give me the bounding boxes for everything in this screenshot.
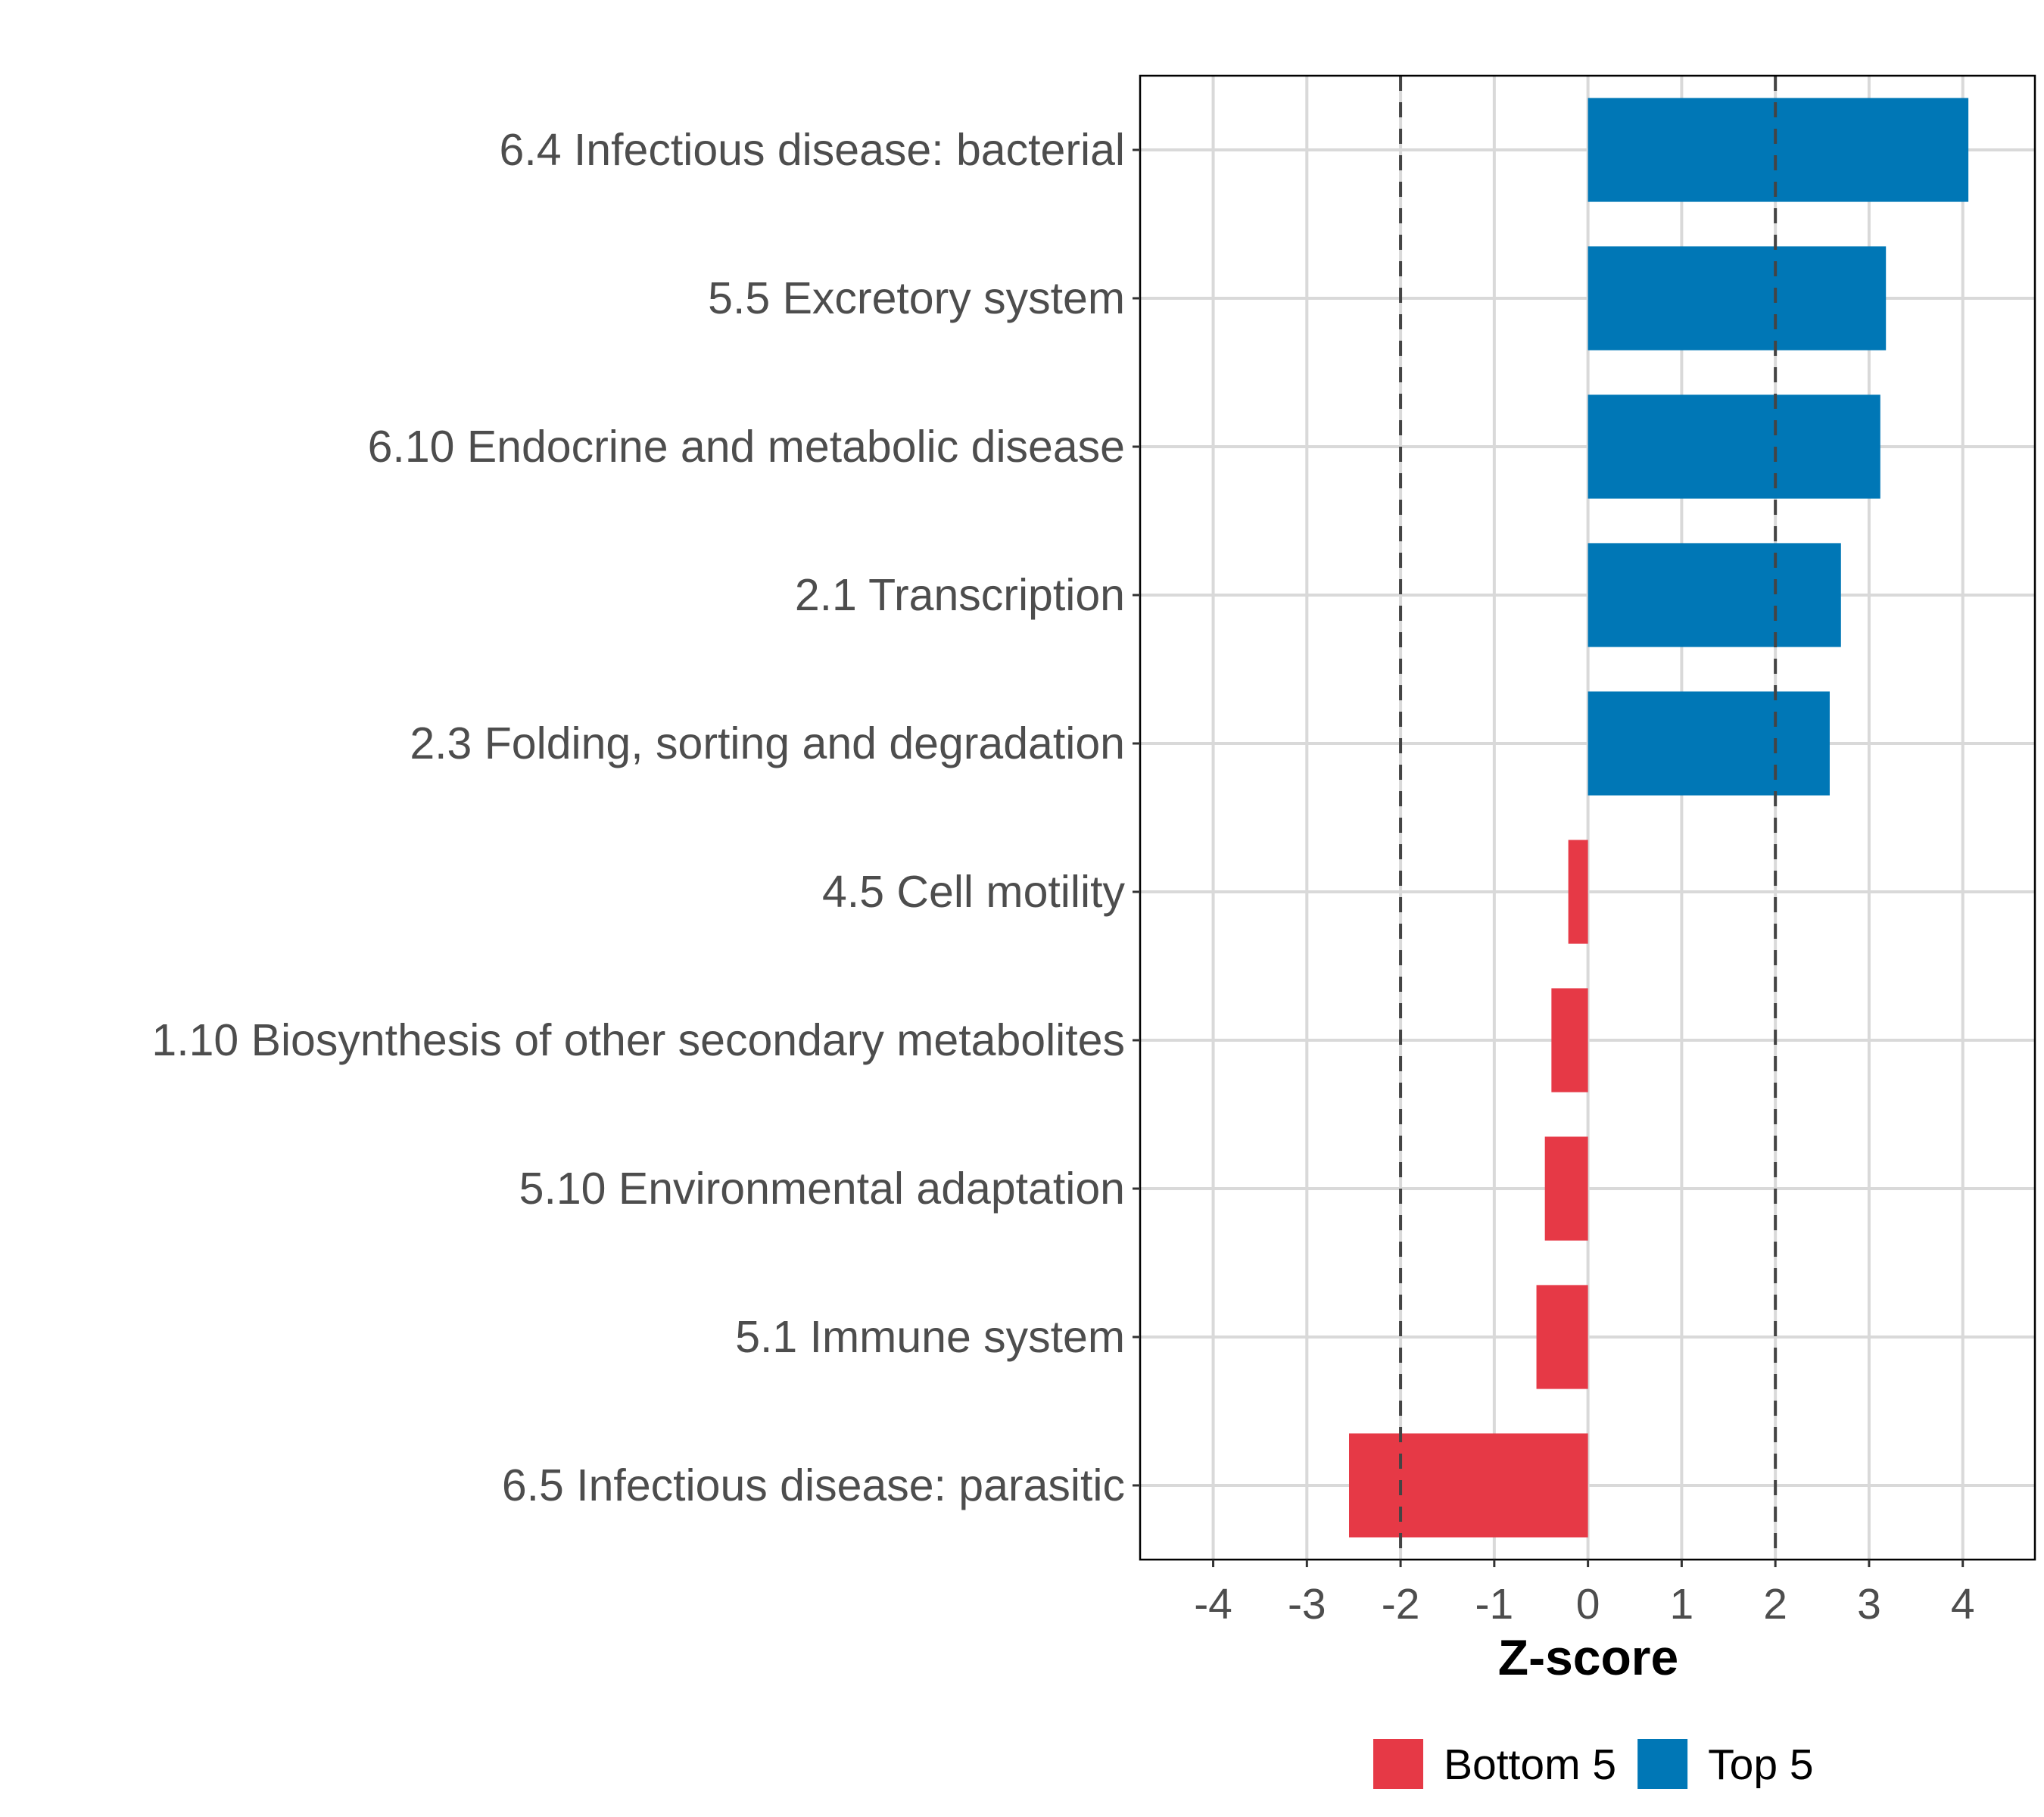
y-tick-label: 2.1 Transcription bbox=[795, 570, 1125, 620]
x-tick-label: 3 bbox=[1857, 1580, 1881, 1628]
bar bbox=[1588, 691, 1830, 796]
y-tick-label: 6.4 Infectious disease: bacterial bbox=[500, 125, 1126, 175]
legend-swatch bbox=[1637, 1739, 1688, 1789]
legend-label: Bottom 5 bbox=[1444, 1741, 1616, 1789]
y-tick-label: 5.10 Environmental adaptation bbox=[519, 1164, 1125, 1214]
y-axis-labels: 6.4 Infectious disease: bacterial 5.5 Exc… bbox=[151, 125, 1140, 1510]
bar bbox=[1568, 840, 1588, 944]
bars bbox=[1349, 98, 1969, 1538]
x-tick-label: -3 bbox=[1288, 1580, 1326, 1628]
y-tick-label: 6.5 Infectious disease: parasitic bbox=[502, 1460, 1125, 1510]
y-tick-label: 6.10 Endocrine and metabolic disease bbox=[368, 422, 1125, 472]
x-tick-label: 4 bbox=[1951, 1580, 1975, 1628]
y-tick-label: 4.5 Cell motility bbox=[822, 867, 1126, 917]
x-axis-ticks: -4 -3 -2 -1 0 1 2 3 4 bbox=[1194, 1560, 1975, 1628]
legend: Bottom 5 Top 5 bbox=[1373, 1739, 1814, 1789]
x-tick-label: 0 bbox=[1576, 1580, 1600, 1628]
reference-lines bbox=[1399, 76, 1778, 1560]
bar bbox=[1588, 394, 1880, 499]
x-tick-label: 2 bbox=[1763, 1580, 1787, 1628]
y-tick-label: 5.1 Immune system bbox=[735, 1312, 1125, 1362]
y-tick-label: 5.5 Excretory system bbox=[708, 273, 1125, 323]
bar bbox=[1588, 98, 1969, 202]
legend-item: Top 5 bbox=[1637, 1739, 1814, 1789]
bar bbox=[1536, 1285, 1588, 1389]
bar bbox=[1588, 543, 1841, 647]
y-tick-label: 2.3 Folding, sorting and degradation bbox=[410, 718, 1125, 768]
x-tick-label: -2 bbox=[1382, 1580, 1420, 1628]
bar bbox=[1544, 1136, 1588, 1241]
legend-swatch bbox=[1373, 1739, 1423, 1789]
y-tick-label: 1.10 Biosynthesis of other secondary met… bbox=[151, 1015, 1125, 1065]
legend-label: Top 5 bbox=[1708, 1741, 1813, 1789]
x-tick-label: -4 bbox=[1194, 1580, 1232, 1628]
x-tick-label: -1 bbox=[1475, 1580, 1514, 1628]
x-tick-label: 1 bbox=[1670, 1580, 1694, 1628]
x-axis-title: Z-score bbox=[1498, 1629, 1678, 1685]
bar bbox=[1349, 1433, 1588, 1538]
legend-item: Bottom 5 bbox=[1373, 1739, 1616, 1789]
bar bbox=[1588, 246, 1887, 351]
bar bbox=[1551, 988, 1588, 1092]
